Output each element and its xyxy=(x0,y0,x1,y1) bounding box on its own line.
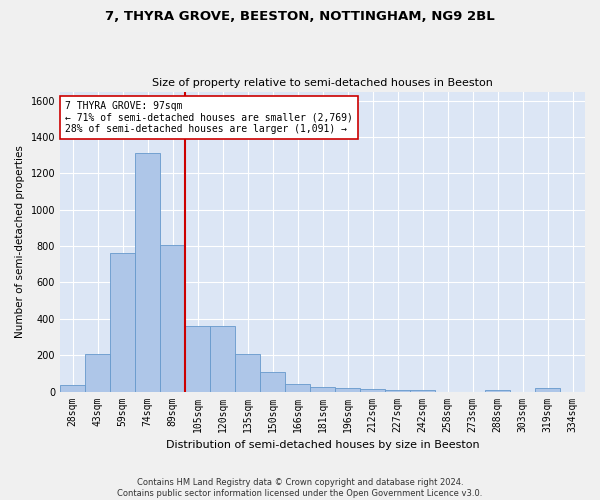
Bar xyxy=(410,390,435,392)
Bar xyxy=(535,388,560,392)
Bar xyxy=(60,385,85,392)
Title: Size of property relative to semi-detached houses in Beeston: Size of property relative to semi-detach… xyxy=(152,78,493,88)
Bar xyxy=(235,354,260,392)
X-axis label: Distribution of semi-detached houses by size in Beeston: Distribution of semi-detached houses by … xyxy=(166,440,479,450)
Text: 7, THYRA GROVE, BEESTON, NOTTINGHAM, NG9 2BL: 7, THYRA GROVE, BEESTON, NOTTINGHAM, NG9… xyxy=(105,10,495,23)
Bar xyxy=(85,354,110,392)
Bar xyxy=(135,154,160,392)
Bar xyxy=(110,254,135,392)
Bar xyxy=(485,390,510,392)
Bar xyxy=(385,390,410,392)
Bar xyxy=(360,389,385,392)
Bar xyxy=(335,388,360,392)
Bar xyxy=(160,245,185,392)
Text: 7 THYRA GROVE: 97sqm
← 71% of semi-detached houses are smaller (2,769)
28% of se: 7 THYRA GROVE: 97sqm ← 71% of semi-detac… xyxy=(65,100,353,134)
Bar xyxy=(185,326,210,392)
Bar xyxy=(285,384,310,392)
Bar xyxy=(260,372,285,392)
Y-axis label: Number of semi-detached properties: Number of semi-detached properties xyxy=(15,145,25,338)
Text: Contains HM Land Registry data © Crown copyright and database right 2024.
Contai: Contains HM Land Registry data © Crown c… xyxy=(118,478,482,498)
Bar xyxy=(210,326,235,392)
Bar xyxy=(310,387,335,392)
